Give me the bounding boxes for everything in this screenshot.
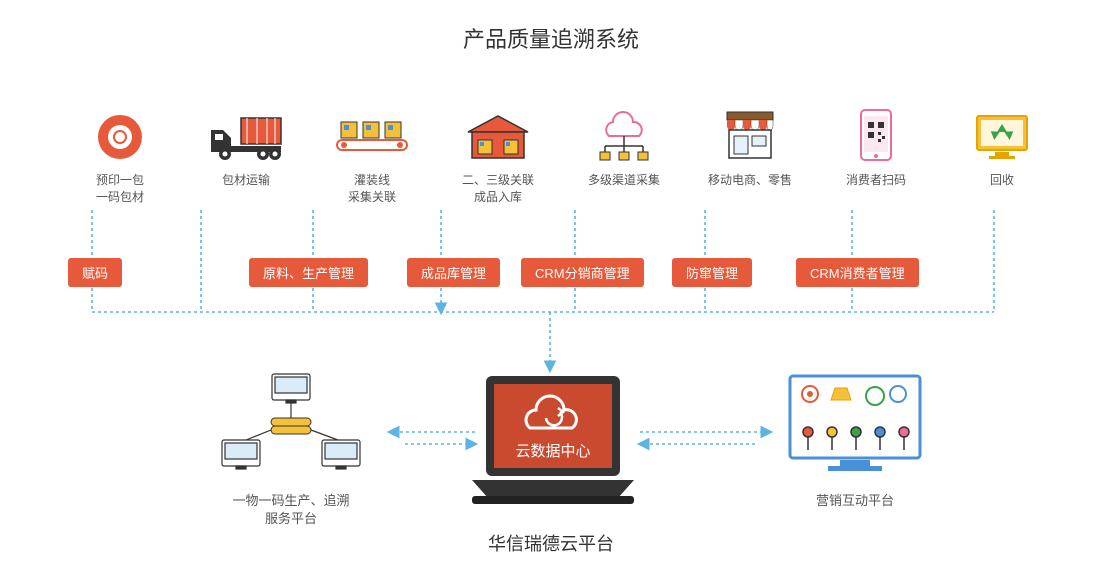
warehouse-icon <box>464 110 532 162</box>
shop-icon <box>721 110 779 162</box>
platform-cloud-center: 云数据中心 <box>468 370 638 510</box>
item-recycle: 回收 <box>952 110 1052 206</box>
tag-production: 原料、生产管理 <box>249 258 368 287</box>
marketing-screen-icon <box>780 370 930 480</box>
item-retail: 移动电商、零售 <box>700 110 800 206</box>
platform-marketing: 营销互动平台 <box>780 370 930 510</box>
item-transport: 包材运输 <box>196 110 296 206</box>
platform-trace: 一物一码生产、追溯 服务平台 <box>216 370 366 528</box>
item-label: 回收 <box>990 172 1014 189</box>
platform-label: 一物一码生产、追溯 服务平台 <box>232 492 349 528</box>
tag-code: 赋码 <box>68 258 122 287</box>
item-filling: 灌装线 采集关联 <box>322 110 422 206</box>
item-label: 灌装线 采集关联 <box>348 172 396 206</box>
cloud-network-icon <box>593 110 655 162</box>
trace-network-icon <box>216 370 366 480</box>
item-label: 移动电商、零售 <box>708 172 792 189</box>
tag-warehouse: 成品库管理 <box>407 258 500 287</box>
item-preprint: 预印一包 一码包材 <box>70 110 170 206</box>
tape-roll-icon <box>95 110 145 162</box>
tag-crm-cons: CRM消费者管理 <box>796 258 919 287</box>
bottom-title: 华信瑞德云平台 <box>0 530 1102 556</box>
laptop-cloud-icon: 云数据中心 <box>468 370 638 510</box>
main-title: 产品质量追溯系统 <box>0 22 1102 54</box>
item-label: 消费者扫码 <box>846 172 906 189</box>
item-channel: 多级渠道采集 <box>574 110 674 206</box>
recycle-monitor-icon <box>973 110 1031 162</box>
item-label: 二、三级关联 成品入库 <box>462 172 534 206</box>
top-row: 预印一包 一码包材 包材运输 <box>70 110 1052 206</box>
cloud-caption: 云数据中心 <box>515 443 590 460</box>
conveyor-icon <box>333 110 411 162</box>
tag-antifraud: 防窜管理 <box>672 258 752 287</box>
item-warehouse: 二、三级关联 成品入库 <box>448 110 548 206</box>
item-label: 包材运输 <box>222 172 270 189</box>
truck-icon <box>209 110 283 162</box>
phone-qr-icon <box>859 110 893 162</box>
item-label: 预印一包 一码包材 <box>96 172 144 206</box>
item-scan: 消费者扫码 <box>826 110 926 206</box>
item-label: 多级渠道采集 <box>588 172 660 189</box>
tag-crm-dist: CRM分销商管理 <box>521 258 644 287</box>
platform-label: 营销互动平台 <box>816 492 894 510</box>
